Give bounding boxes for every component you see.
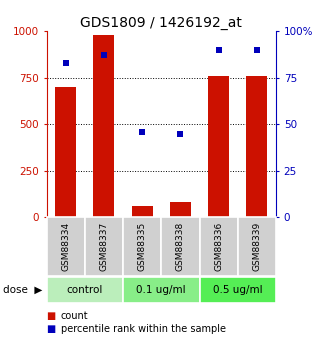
Text: control: control: [67, 285, 103, 295]
Text: GSM88338: GSM88338: [176, 222, 185, 271]
Bar: [200, 277, 276, 303]
Text: count: count: [61, 311, 89, 321]
Bar: [247, 76, 267, 217]
Bar: [123, 217, 161, 276]
Point: [101, 52, 107, 58]
Bar: [123, 277, 200, 303]
Point: [216, 47, 221, 52]
Point: [254, 47, 259, 52]
Text: GSM88337: GSM88337: [100, 222, 108, 271]
Text: 0.5 ug/ml: 0.5 ug/ml: [213, 285, 263, 295]
Point: [140, 129, 145, 135]
Text: GSM88335: GSM88335: [138, 222, 147, 271]
Text: dose  ▶: dose ▶: [3, 285, 43, 295]
Bar: [238, 217, 276, 276]
Point: [63, 60, 68, 66]
Text: GSM88339: GSM88339: [252, 222, 261, 271]
Text: ■: ■: [47, 311, 56, 321]
Bar: [47, 277, 123, 303]
Bar: [85, 217, 123, 276]
Point: [178, 131, 183, 136]
Bar: [208, 76, 229, 217]
Text: percentile rank within the sample: percentile rank within the sample: [61, 325, 226, 334]
Bar: [170, 203, 191, 217]
Bar: [55, 87, 76, 217]
Bar: [132, 206, 153, 217]
Title: GDS1809 / 1426192_at: GDS1809 / 1426192_at: [80, 16, 242, 30]
Bar: [47, 217, 85, 276]
Bar: [161, 217, 200, 276]
Bar: [200, 217, 238, 276]
Text: GSM88334: GSM88334: [61, 222, 70, 271]
Text: ■: ■: [47, 325, 56, 334]
Text: GSM88336: GSM88336: [214, 222, 223, 271]
Text: 0.1 ug/ml: 0.1 ug/ml: [136, 285, 186, 295]
Bar: [93, 35, 115, 217]
